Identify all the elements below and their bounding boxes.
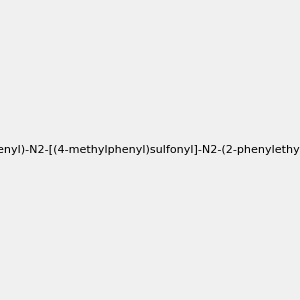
Text: N-(3-fluorophenyl)-N2-[(4-methylphenyl)sulfonyl]-N2-(2-phenylethyl)glycinamide: N-(3-fluorophenyl)-N2-[(4-methylphenyl)s… <box>0 145 300 155</box>
